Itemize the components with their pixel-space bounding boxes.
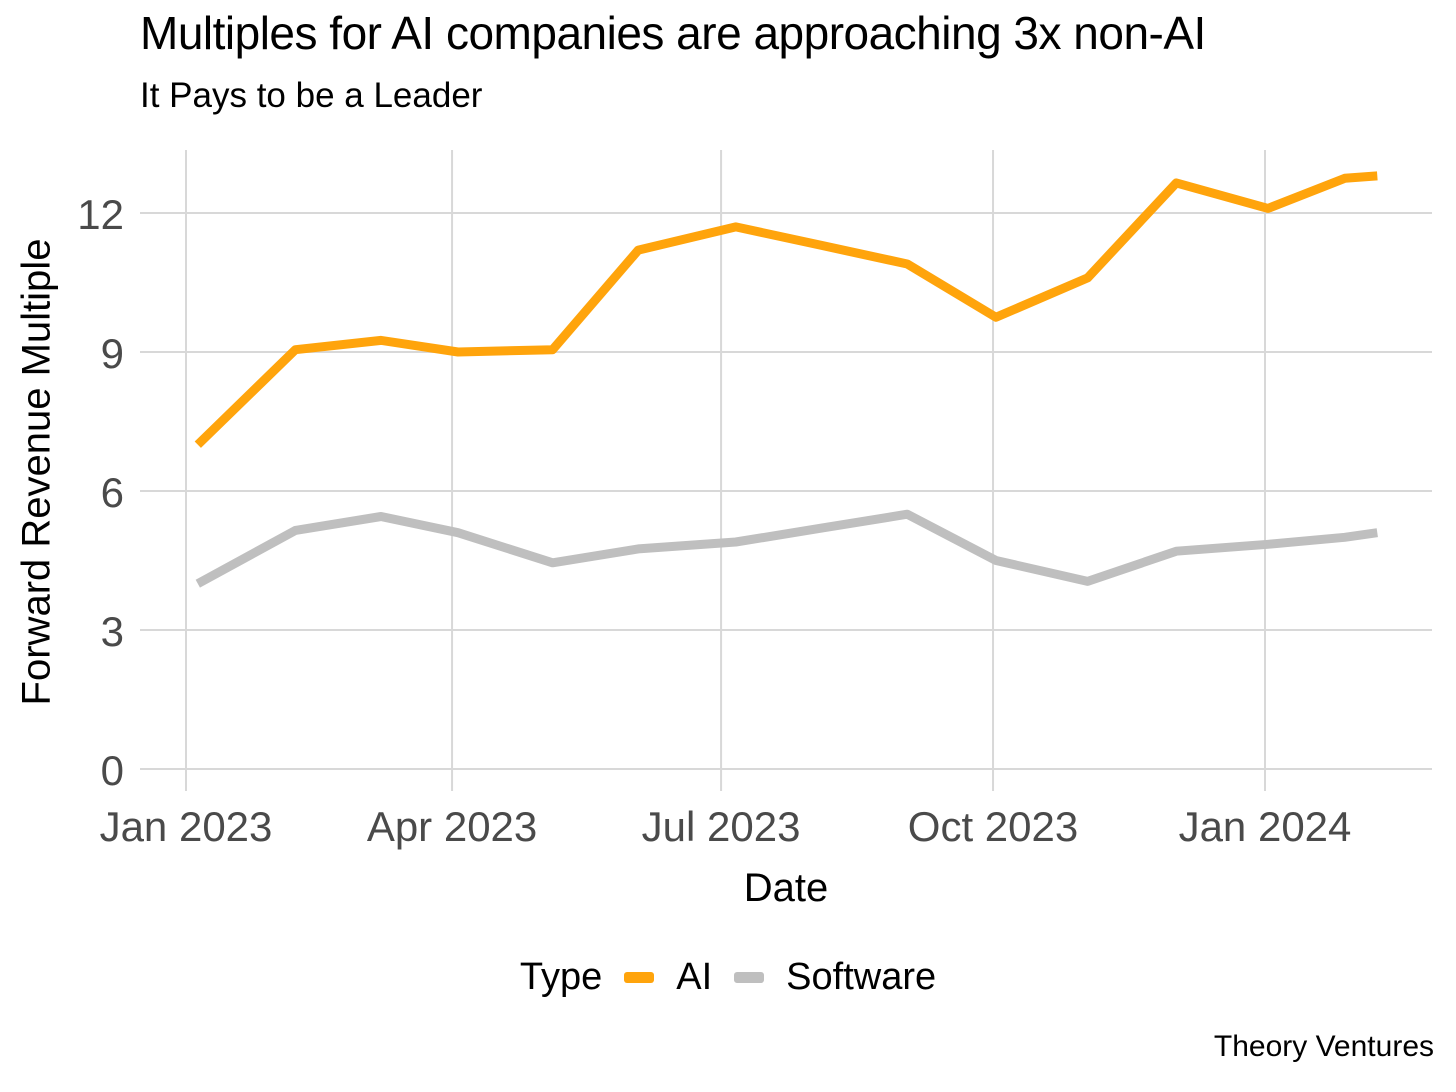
credit: Theory Ventures bbox=[1213, 1030, 1434, 1063]
y-tick-label: 6 bbox=[101, 469, 124, 516]
legend-title: Type bbox=[519, 956, 603, 998]
legend-swatch-ai bbox=[624, 972, 655, 983]
x-tick-label: Jan 2023 bbox=[100, 803, 273, 850]
x-tick-label: Oct 2023 bbox=[908, 803, 1078, 850]
x-tick-label: Jul 2023 bbox=[642, 803, 801, 850]
x-axis-title: Date bbox=[743, 866, 829, 910]
legend-label-software: Software bbox=[786, 956, 937, 998]
y-tick-label: 12 bbox=[77, 191, 124, 238]
legend: Type AI Software bbox=[0, 956, 1456, 999]
legend-swatch-software bbox=[734, 972, 765, 983]
y-tick-label: 9 bbox=[101, 330, 124, 377]
chart-subtitle: It Pays to be a Leader bbox=[140, 76, 483, 115]
y-tick-label: 0 bbox=[101, 747, 124, 794]
x-tick-label: Jan 2024 bbox=[1179, 803, 1352, 850]
legend-label-ai: AI bbox=[676, 956, 713, 998]
y-tick-label: 3 bbox=[101, 608, 124, 655]
chart-title: Multiples for AI companies are approachi… bbox=[140, 7, 1206, 59]
series-line-ai bbox=[194, 171, 1378, 448]
series-line-software bbox=[195, 509, 1378, 588]
x-tick-label: Apr 2023 bbox=[367, 803, 537, 850]
